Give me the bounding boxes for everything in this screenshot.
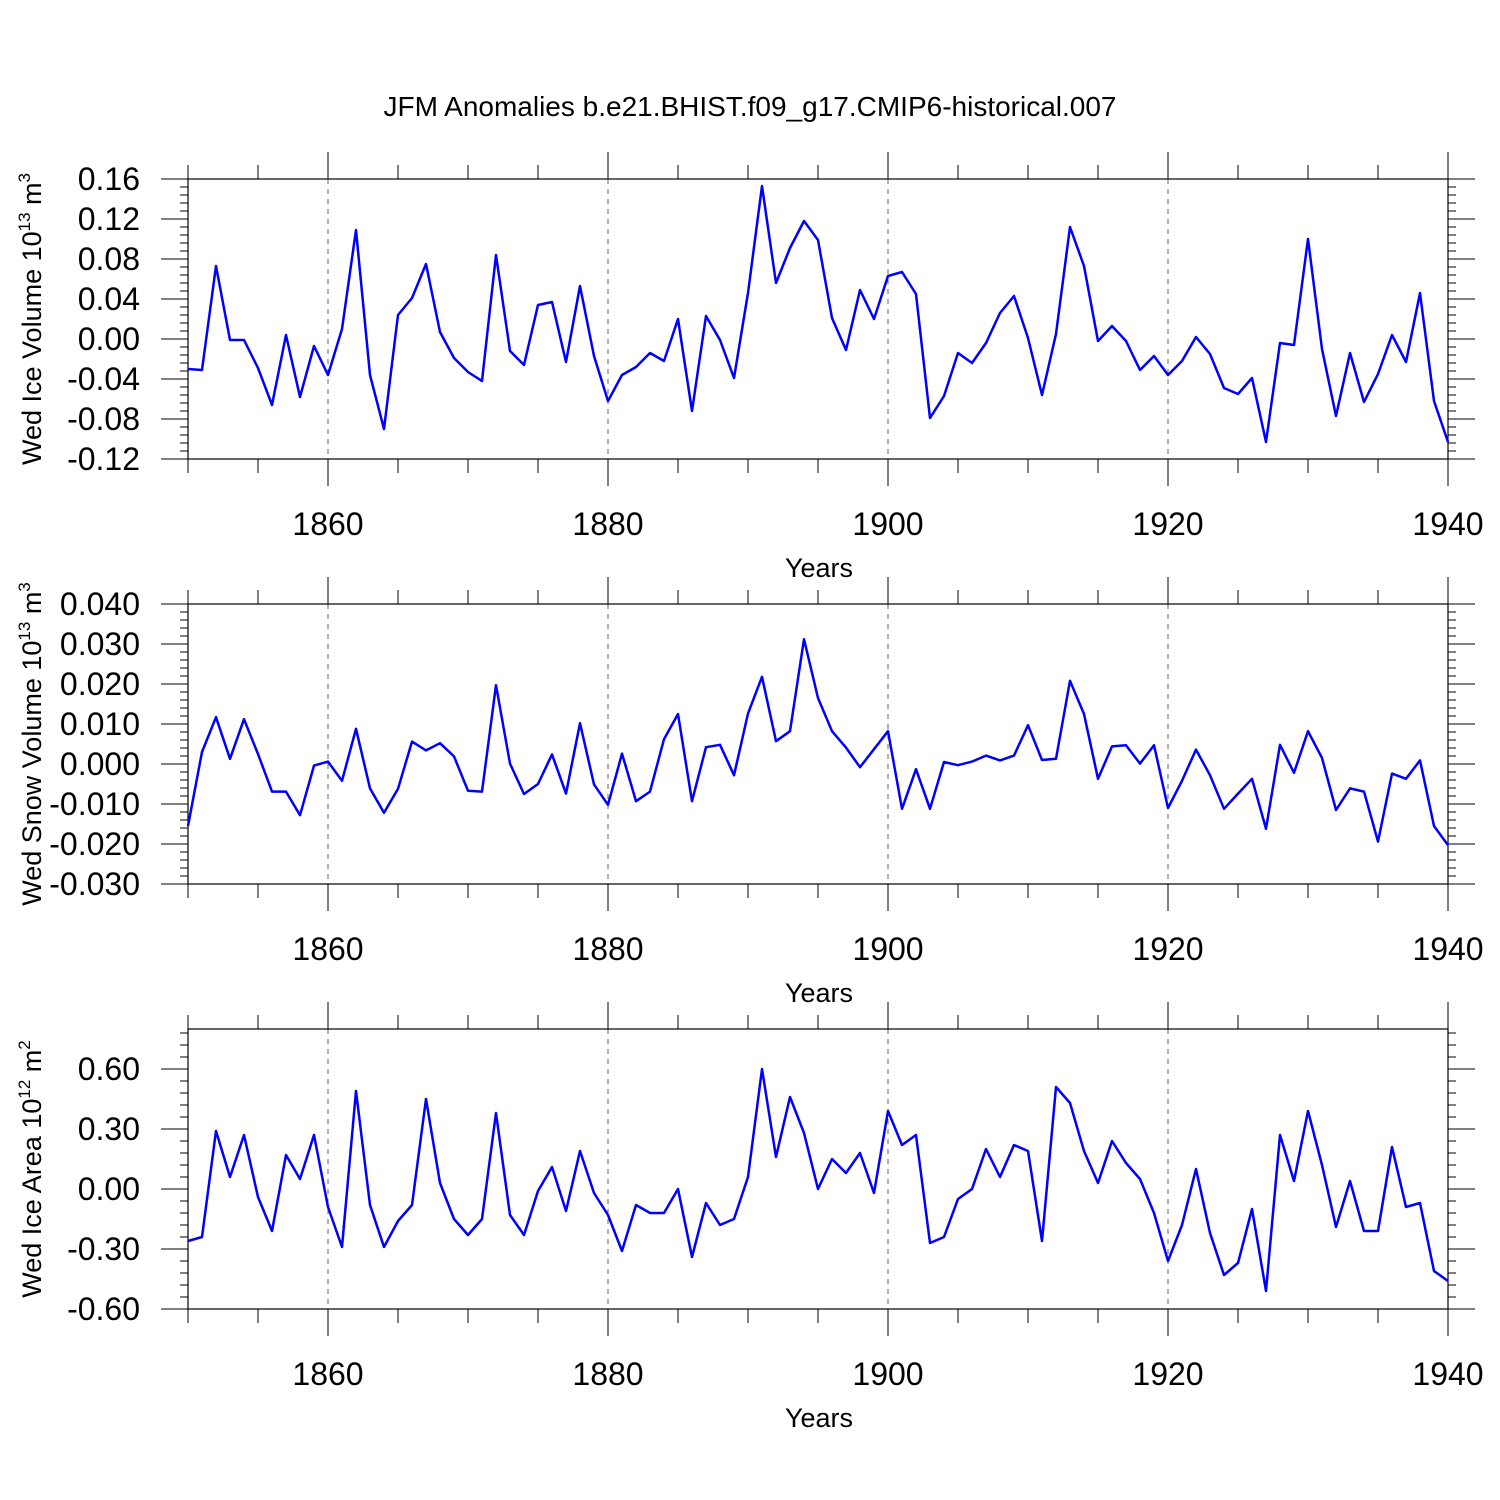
y-tick-label: 0.000 bbox=[60, 746, 140, 782]
y-tick-label: 0.030 bbox=[60, 626, 140, 662]
series-line bbox=[186, 637, 1450, 846]
x-tick-label: 1860 bbox=[292, 506, 363, 542]
x-tick-label: 1920 bbox=[1132, 506, 1203, 542]
x-tick-label: 1940 bbox=[1412, 1356, 1483, 1392]
x-axis-label: Years bbox=[785, 1403, 853, 1433]
x-tick-label: 1860 bbox=[292, 1356, 363, 1392]
y-tick-label: 0.08 bbox=[78, 241, 140, 277]
y-tick-label: 0.040 bbox=[60, 586, 140, 622]
y-tick-label: 0.12 bbox=[78, 201, 140, 237]
y-tick-label: -0.60 bbox=[67, 1291, 140, 1327]
plot-frame bbox=[187, 603, 1449, 885]
y-tick-label: -0.12 bbox=[67, 441, 140, 477]
y-axis-label: Wed Ice Volume 1013 m3 bbox=[15, 173, 47, 465]
x-tick-label: 1880 bbox=[572, 506, 643, 542]
y-tick-label: 0.04 bbox=[78, 281, 140, 317]
x-axis-label: Years bbox=[785, 978, 853, 1008]
y-tick-label: 0.16 bbox=[78, 161, 140, 197]
x-tick-label: 1900 bbox=[852, 931, 923, 967]
x-tick-label: 1920 bbox=[1132, 1356, 1203, 1392]
y-tick-label: -0.020 bbox=[49, 826, 140, 862]
y-tick-label: 0.010 bbox=[60, 706, 140, 742]
panel-ice-area: -0.60 -0.30 0.00 0.30 0.60 1860 1880 1900 1920 19… bbox=[15, 1002, 1484, 1433]
plot-frame bbox=[187, 1028, 1449, 1310]
y-tick-label: 0.60 bbox=[78, 1051, 140, 1087]
x-tick-label: 1880 bbox=[572, 1356, 643, 1392]
y-tick-label: -0.030 bbox=[49, 866, 140, 902]
y-tick-label: 0.020 bbox=[60, 666, 140, 702]
y-axis-label: Wed Ice Area 1012 m2 bbox=[15, 1040, 47, 1298]
y-tick-label: -0.30 bbox=[67, 1231, 140, 1267]
x-tick-label: 1940 bbox=[1412, 506, 1483, 542]
x-tick-label: 1940 bbox=[1412, 931, 1483, 967]
x-tick-label: 1920 bbox=[1132, 931, 1203, 967]
x-tick-label: 1880 bbox=[572, 931, 643, 967]
y-tick-label: 0.30 bbox=[78, 1111, 140, 1147]
y-tick-label: -0.010 bbox=[49, 786, 140, 822]
series-line bbox=[187, 1067, 1449, 1293]
y-tick-label: -0.08 bbox=[67, 401, 140, 437]
panel-snow-volume: -0.030 -0.020 -0.010 0.000 0.010 0.020 0.030 0.… bbox=[15, 577, 1484, 1008]
x-tick-label: 1900 bbox=[852, 506, 923, 542]
series-line bbox=[187, 184, 1450, 444]
y-tick-label: 0.00 bbox=[78, 321, 140, 357]
y-tick-label: 0.00 bbox=[78, 1171, 140, 1207]
x-tick-label: 1860 bbox=[292, 931, 363, 967]
panel-ice-volume: -0.12 -0.08 -0.04 0.00 0.04 0.08 0.12 0.16 1860 1… bbox=[15, 152, 1484, 583]
plot-frame bbox=[187, 178, 1449, 460]
y-axis-label: Wed Snow Volume 1013 m3 bbox=[15, 582, 47, 906]
y-tick-label: -0.04 bbox=[67, 361, 140, 397]
x-tick-label: 1900 bbox=[852, 1356, 923, 1392]
figure-title: JFM Anomalies b.e21.BHIST.f09_g17.CMIP6-… bbox=[383, 91, 1116, 122]
x-axis-label: Years bbox=[785, 553, 853, 583]
